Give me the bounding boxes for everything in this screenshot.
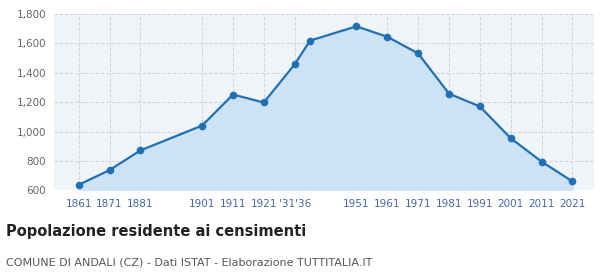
Text: COMUNE DI ANDALI (CZ) - Dati ISTAT - Elaborazione TUTTITALIA.IT: COMUNE DI ANDALI (CZ) - Dati ISTAT - Ela… <box>6 258 373 268</box>
Text: Popolazione residente ai censimenti: Popolazione residente ai censimenti <box>6 224 306 239</box>
